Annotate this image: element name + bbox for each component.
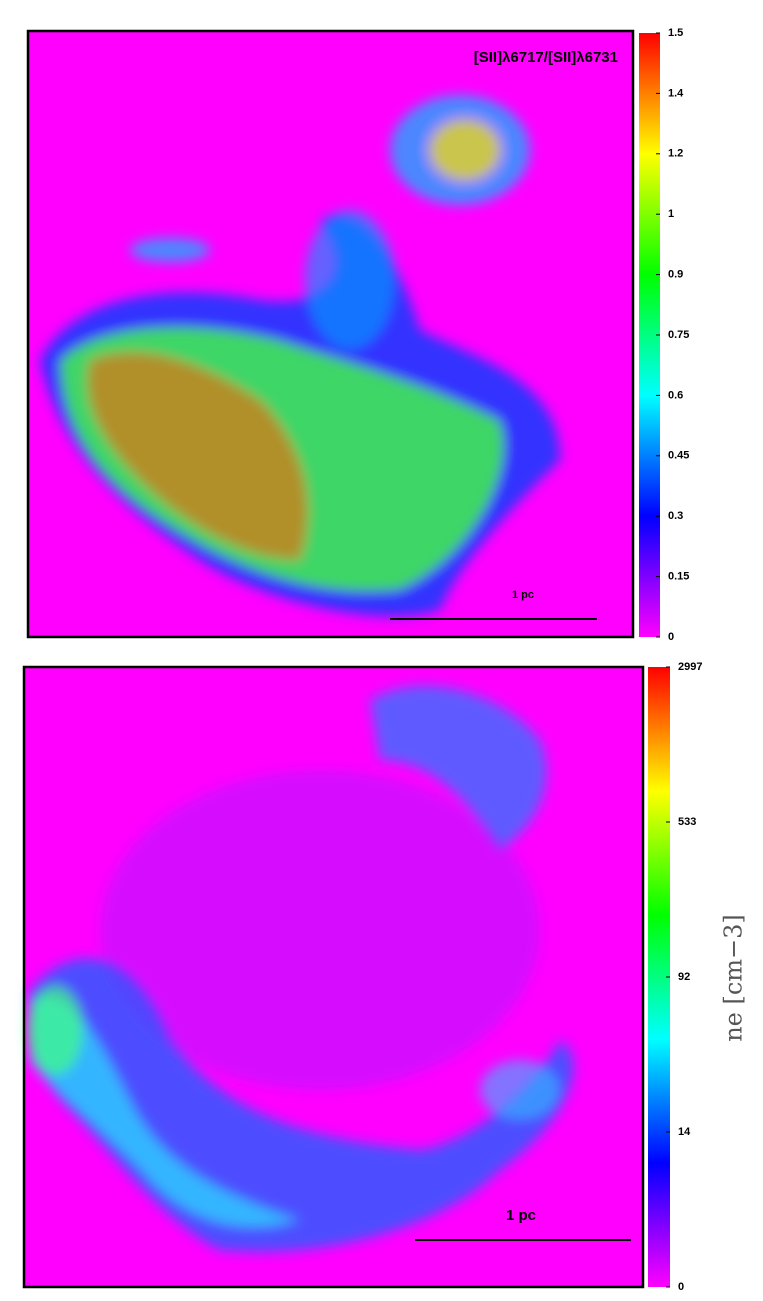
- frame: [26, 29, 635, 639]
- panel-1: [SII]λ6717/[SII]λ6731 1 pc: [26, 29, 635, 639]
- colorbar-tick-label: 1: [668, 208, 674, 220]
- colorbar-tick-label: 2997: [678, 661, 702, 673]
- colorbar-tick-label: 0: [668, 631, 674, 643]
- colorbar-tick-label: 0.45: [668, 450, 689, 462]
- colorbar-tick-label: 0.6: [668, 389, 683, 401]
- nebula: [40, 95, 560, 617]
- frame: [22, 665, 645, 1289]
- panel-2: 1 pc ne [cm−3]: [22, 665, 748, 1289]
- colorbar-tick-label: 0.75: [668, 329, 689, 341]
- colorbar-tick-label: 0.9: [668, 269, 683, 281]
- colorbar-tick-label: 0.15: [668, 571, 689, 583]
- colorbar-tick-label: 0.3: [668, 510, 683, 522]
- colorbar: [639, 33, 660, 637]
- scale-label: 1 pc: [506, 1207, 536, 1224]
- panel-title: [SII]λ6717/[SII]λ6731: [474, 49, 618, 66]
- scale-label: 1 pc: [512, 589, 534, 601]
- colorbar: [648, 667, 670, 1287]
- colorbar-tick-label: 1.5: [668, 27, 683, 39]
- colorbar-tick-label: 533: [678, 816, 696, 828]
- colorbar-tick-label: 0: [678, 1281, 684, 1293]
- colorbar-tick-label: 1.2: [668, 148, 683, 160]
- colorbar-tick-label: 1.4: [668, 87, 684, 99]
- colorbar-label: ne [cm−3]: [720, 914, 748, 1042]
- colorbar-tick-label: 14: [678, 1126, 691, 1138]
- colorbar-tick-label: 92: [678, 971, 690, 983]
- nebula: [27, 685, 574, 1252]
